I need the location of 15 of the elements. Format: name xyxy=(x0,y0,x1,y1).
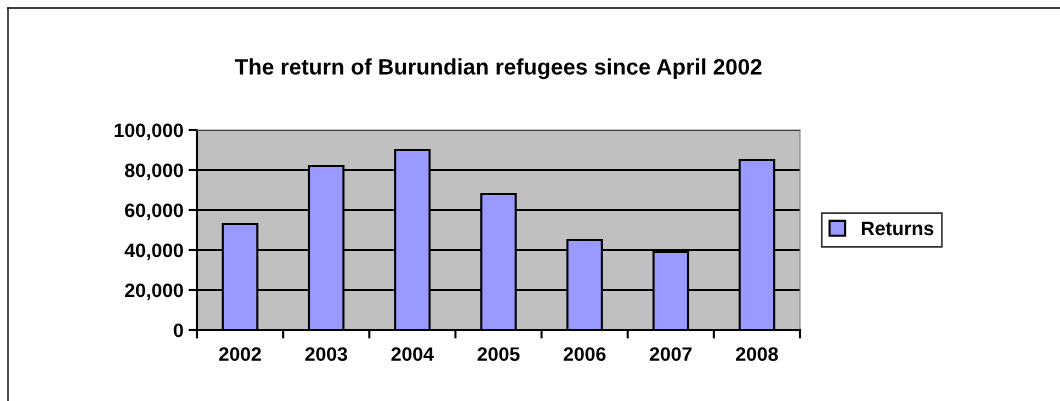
y-tick-label: 40,000 xyxy=(124,243,184,261)
y-tick-label: 60,000 xyxy=(125,203,184,221)
y-tick-label: 0 xyxy=(173,323,184,338)
x-tick-label: 2004 xyxy=(391,347,434,361)
y-tick-label: 80,000 xyxy=(124,163,184,181)
x-tick-label: 2002 xyxy=(219,347,261,361)
x-tick-label: 2008 xyxy=(735,347,778,361)
chart-title: The return of Burundian refugees since April 2002 xyxy=(234,58,762,80)
x-tick-label: 2007 xyxy=(649,347,692,361)
x-tick-label: 2006 xyxy=(563,347,606,361)
x-tick-label: 2003 xyxy=(305,347,348,361)
x-tick-label: 2005 xyxy=(477,347,520,361)
y-tick-label: 20,000 xyxy=(125,283,184,301)
legend-label: Returns xyxy=(861,221,934,236)
y-tick-label: 100,000 xyxy=(114,123,184,141)
